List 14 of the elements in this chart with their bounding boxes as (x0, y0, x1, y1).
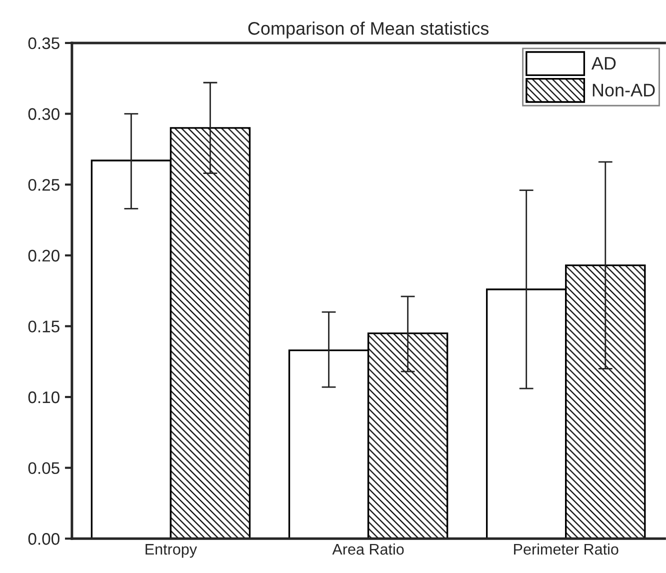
y-tick-label: 0.25 (28, 178, 60, 191)
legend-label: AD (591, 57, 616, 70)
x-tick-label: Area Ratio (332, 543, 404, 555)
y-tick-label: 0.15 (28, 320, 60, 332)
chart-title: Comparison of Mean statistics (248, 22, 489, 38)
x-tick-label: Perimeter Ratio (514, 543, 618, 555)
legend-label: Non-AD (592, 84, 655, 97)
y-tick-label: 0.20 (28, 250, 60, 262)
y-tick-label: 0.00 (28, 533, 60, 545)
y-tick-label: 0.05 (28, 462, 60, 474)
y-tick-label: 0.10 (28, 391, 60, 404)
x-tick-label: Entropy (146, 544, 198, 558)
y-tick-label: 0.35 (28, 37, 60, 50)
y-tick-label: 0.30 (28, 108, 60, 120)
